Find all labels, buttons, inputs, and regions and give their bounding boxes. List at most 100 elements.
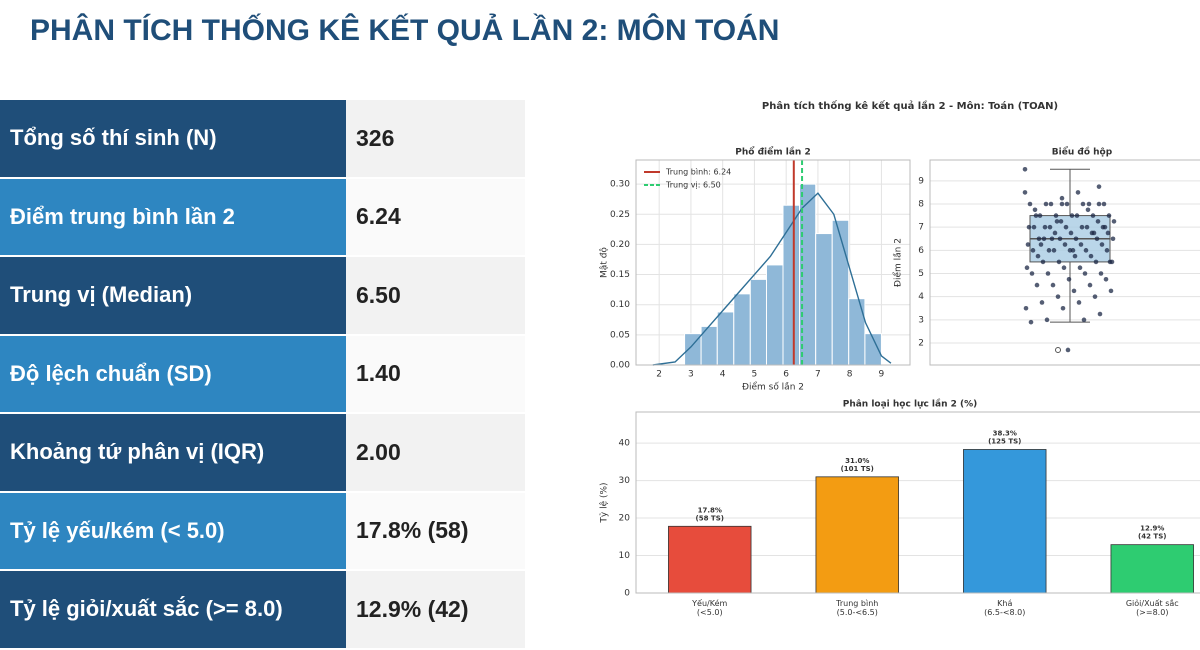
bar <box>815 476 899 594</box>
x-tick-label: Giỏi/Xuất sắc (>=8.0) <box>1126 598 1179 617</box>
stat-label: Trung vị (Median) <box>0 256 346 336</box>
data-label: 38.3% (125 TS) <box>988 429 1021 445</box>
strip-point <box>1097 311 1103 317</box>
strip-point <box>1037 213 1043 218</box>
table-row: Tỷ lệ yếu/kém (< 5.0) 17.8% (58) <box>0 491 525 571</box>
strip-point <box>1080 201 1086 207</box>
x-tick-label: 4 <box>720 370 726 380</box>
strip-point <box>1110 236 1116 242</box>
y-tick-label: 5 <box>918 269 924 279</box>
y-tick-label: 10 <box>619 551 631 561</box>
strip-point <box>1070 248 1076 253</box>
strip-point <box>1081 317 1087 323</box>
strip-point <box>1056 259 1062 265</box>
histogram-bar <box>782 204 801 366</box>
data-label: 31.0% (101 TS) <box>841 457 874 473</box>
strip-point <box>1079 224 1085 230</box>
stat-value: 17.8% (58) <box>346 491 525 571</box>
plot-frame <box>635 159 911 366</box>
strip-point <box>1031 224 1037 230</box>
strip-point <box>1076 300 1082 305</box>
stat-value: 2.00 <box>346 413 525 493</box>
table-row: Tổng số thí sinh (N) 326 <box>0 100 525 179</box>
y-tick-label: 2 <box>918 338 924 348</box>
strip-point <box>1061 265 1067 271</box>
strip-point <box>1029 271 1035 276</box>
strip-point <box>1026 224 1032 230</box>
strip-point <box>1051 248 1057 253</box>
x-axis-label: Điểm số lần 2 <box>742 382 804 393</box>
y-tick-label: 40 <box>619 439 631 449</box>
x-tick-label: 2 <box>656 370 662 380</box>
strip-point <box>1066 276 1072 282</box>
y-tick-label: 0.00 <box>610 361 630 371</box>
outlier <box>1055 346 1061 353</box>
strip-point <box>1040 259 1046 265</box>
data-label: 12.9% (42 TS) <box>1138 525 1166 541</box>
strip-point <box>1038 242 1044 247</box>
strip-point <box>1064 201 1070 207</box>
x-tick-label: 5 <box>752 370 758 380</box>
strip-point <box>1084 224 1090 230</box>
strip-point <box>1098 271 1104 276</box>
y-axis-label: Tỷ lệ (%) <box>599 482 610 523</box>
strip-point <box>1072 253 1078 259</box>
strip-point <box>1055 294 1061 299</box>
strip-point <box>1094 236 1100 242</box>
strip-point <box>1043 201 1049 207</box>
strip-point <box>1088 253 1094 259</box>
stat-value: 326 <box>346 100 525 179</box>
strip-point <box>1032 207 1038 213</box>
chart-title: Phổ điểm lần 2 <box>735 146 810 158</box>
strip-point <box>1057 236 1063 242</box>
strip-point <box>1035 253 1041 259</box>
legend-label: Trung bình: 6.24 <box>665 168 731 177</box>
strip-point <box>1052 230 1058 236</box>
y-axis-label: Điểm lần 2 <box>893 238 904 287</box>
stat-value: 1.40 <box>346 334 525 414</box>
plot-frame <box>635 411 1200 594</box>
y-tick-label: 0 <box>624 589 630 599</box>
y-axis-label: Mật độ <box>599 247 610 278</box>
strip-point <box>1058 219 1064 224</box>
y-tick-label: 0.05 <box>610 330 630 340</box>
strip-point <box>1073 236 1079 242</box>
table-row: Độ lệch chuẩn (SD) 1.40 <box>0 334 525 414</box>
stat-value: 6.24 <box>346 177 525 257</box>
strip-point <box>1059 195 1065 201</box>
strip-point <box>1093 259 1099 265</box>
stat-label: Khoảng tứ phân vị (IQR) <box>0 413 346 493</box>
strip-point <box>1111 219 1117 224</box>
strip-point <box>1034 282 1040 288</box>
strip-point <box>1090 213 1096 218</box>
strip-point <box>1102 224 1108 230</box>
y-tick-label: 30 <box>619 476 631 486</box>
strip-point <box>1039 300 1045 305</box>
strip-point <box>1030 248 1036 253</box>
x-tick-label: Khá (6.5-<8.0) <box>984 599 1025 617</box>
y-tick-label: 0.25 <box>610 210 630 220</box>
y-tick-label: 7 <box>918 223 924 233</box>
strip-point <box>1062 242 1068 247</box>
strip-point <box>1069 213 1075 218</box>
strip-point <box>1106 213 1112 218</box>
histogram-bar <box>765 264 784 366</box>
kde-line <box>652 192 892 366</box>
y-tick-label: 6 <box>918 246 924 256</box>
strip-point <box>1065 347 1071 353</box>
strip-point <box>1075 190 1081 195</box>
table-row: Điểm trung bình lần 2 6.24 <box>0 177 525 257</box>
histogram-bar <box>848 298 866 366</box>
table-row: Trung vị (Median) 6.50 <box>0 256 525 336</box>
strip-point <box>1046 248 1052 253</box>
strip-point <box>1074 213 1080 218</box>
strip-point <box>1095 219 1101 224</box>
stat-value: 6.50 <box>346 256 525 336</box>
strip-point <box>1059 201 1065 207</box>
strip-point <box>1104 248 1110 253</box>
strip-point <box>1078 242 1084 247</box>
strip-point <box>1086 201 1092 207</box>
strip-point <box>1033 213 1039 218</box>
y-tick-label: 9 <box>918 176 924 186</box>
page-title: PHÂN TÍCH THỐNG KÊ KẾT QUẢ LẦN 2: MÔN TO… <box>30 14 780 47</box>
